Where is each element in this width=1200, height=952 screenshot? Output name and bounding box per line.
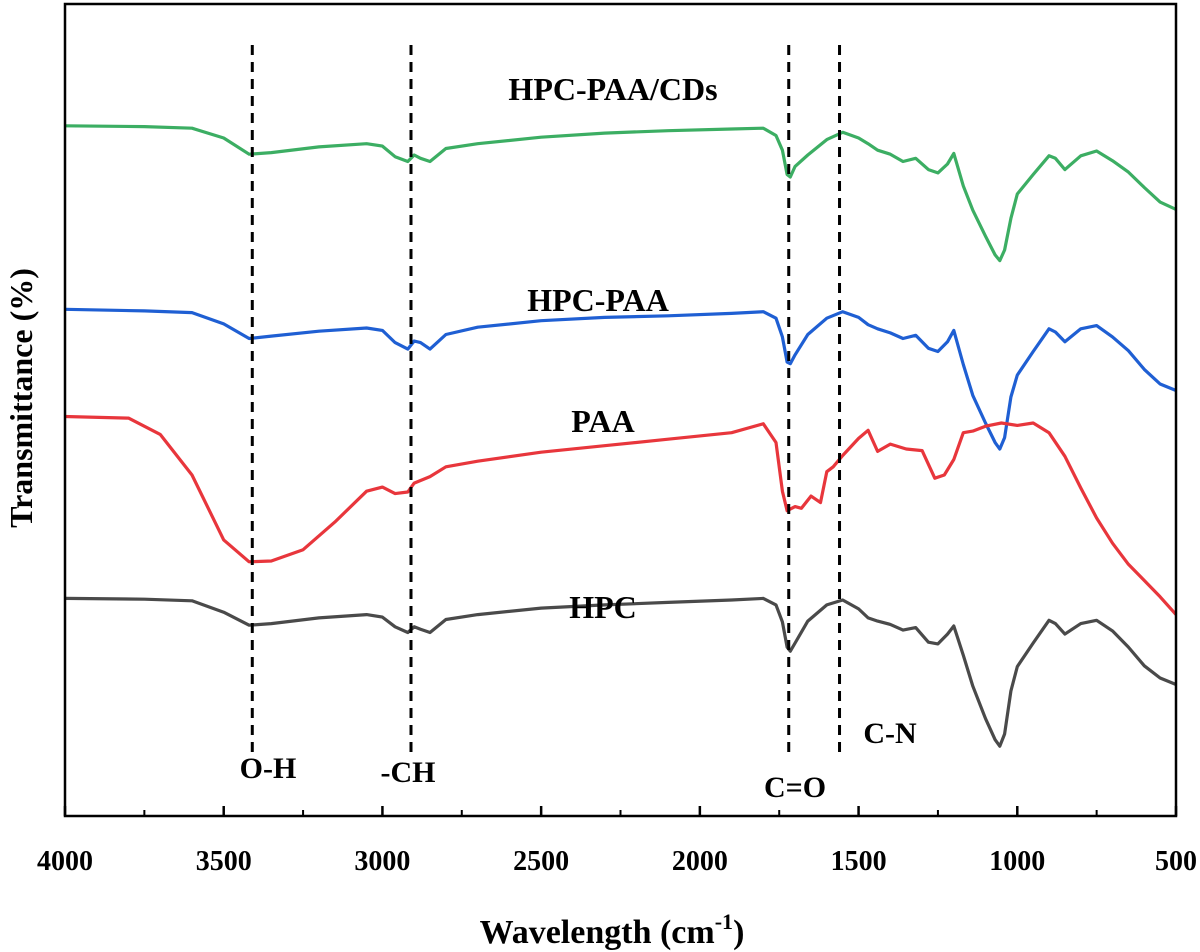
series-line-hpc-paa — [64, 307, 1177, 451]
series-label-hpc: HPC — [569, 589, 637, 625]
reference-label-c-n: C-N — [863, 717, 917, 750]
x-axis-title: Wavelength (cm-1) — [480, 909, 745, 951]
x-tick-label: 1000 — [989, 846, 1045, 877]
series-label-paa: PAA — [571, 403, 634, 439]
series-line-paa — [64, 414, 1178, 616]
reference-label-c-o: C=O — [764, 771, 826, 804]
series-labels: HPC-PAA/CDs HPC-PAA PAA HPC — [508, 71, 717, 625]
reference-label-o-h: O-H — [240, 752, 297, 785]
series-label-hpc-paa-cds: HPC-PAA/CDs — [508, 71, 717, 107]
x-axis-ticks: 4000 3500 3000 2500 2000 1500 1000 500 — [37, 806, 1197, 877]
reference-label-ch: -CH — [381, 756, 436, 789]
series-line-hpc — [64, 596, 1177, 748]
x-tick-label: 500 — [1155, 846, 1197, 877]
x-axis-title-superscript: -1 — [715, 909, 733, 934]
series-label-hpc-paa: HPC-PAA — [527, 282, 669, 318]
x-axis-title-close: ) — [733, 914, 744, 951]
series-layer — [64, 124, 1178, 748]
series-line-hpc-paa-cds — [64, 124, 1177, 263]
x-tick-label: 2500 — [513, 846, 569, 877]
x-tick-label: 4000 — [37, 846, 93, 877]
x-tick-label: 2000 — [672, 846, 728, 877]
x-tick-label: 1500 — [831, 846, 887, 877]
y-axis-title: Transmittance (%) — [3, 268, 39, 528]
x-tick-label: 3500 — [196, 846, 252, 877]
reference-lines: O-H -CH C=O C-N — [240, 45, 917, 804]
x-tick-label: 3000 — [354, 846, 410, 877]
